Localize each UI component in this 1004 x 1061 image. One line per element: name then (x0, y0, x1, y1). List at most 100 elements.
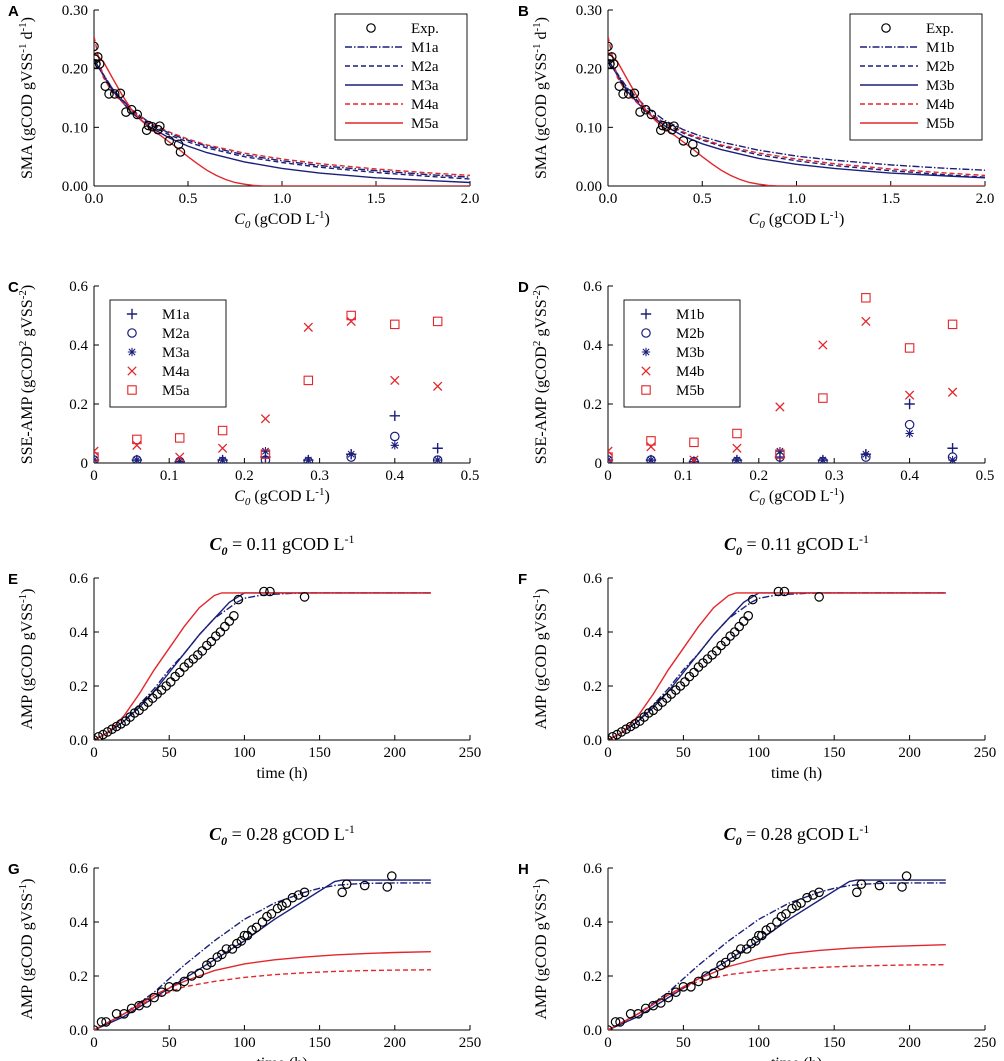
exp-point (257, 917, 268, 927)
exp-point (119, 1008, 129, 1019)
exp-point (224, 616, 235, 626)
marker-m3a (346, 449, 356, 459)
panel-letter: B (518, 3, 529, 20)
y-label-part: gVSS (533, 299, 550, 340)
exp-point (686, 981, 696, 992)
exp-point (669, 121, 679, 131)
marker-m5a (174, 433, 185, 443)
exp-point (608, 59, 619, 69)
y-label-superscript: 2 (531, 341, 543, 347)
series-line-m2b (608, 59, 985, 178)
series-line-m3 (608, 879, 946, 1030)
exp-point (206, 957, 217, 968)
exp-point (708, 968, 719, 979)
legend-label: M4a (411, 97, 439, 113)
y-label-part: AMP (gCOD gVSS (19, 893, 36, 1020)
legend-label: M4b (926, 97, 954, 113)
y-label-part: ) (533, 588, 550, 593)
legend-label: M2a (411, 59, 439, 75)
marker-m5a (390, 319, 400, 330)
x-tick-label: 0.4 (900, 468, 919, 484)
legend-label: M4a (162, 364, 190, 380)
legend: M1b M2b M3b M4b M5b (623, 299, 741, 408)
legend-label: M3b (676, 345, 704, 361)
panel-b: 0.0 0.5 1.0 1.5 2.0 0.00 0.10 0.20 0.30 B C0 (gCOD… (518, 3, 994, 231)
marker-m3b (775, 447, 785, 456)
series-line-m5 (608, 592, 946, 740)
legend-label: M2a (162, 326, 190, 342)
marker-m5a (260, 449, 271, 459)
y-label-part: ) (19, 17, 36, 22)
marker-m5a (303, 375, 314, 386)
legend-marker (127, 328, 137, 338)
exp-point (678, 136, 689, 146)
exp-point (359, 880, 370, 891)
y-label-part: SMA (gCOD gVSS (533, 53, 550, 179)
exp-point (100, 81, 111, 92)
exp-point (808, 890, 818, 900)
exp-point (104, 89, 114, 99)
legend-marker (640, 308, 652, 320)
y-tick-label: 0.4 (69, 915, 88, 931)
legend-label: M5b (676, 383, 704, 399)
x-tick-label: 0.4 (385, 468, 404, 484)
exp-point (738, 616, 749, 626)
x-axis-label: time (h) (256, 1055, 307, 1061)
panel-letter: C (8, 279, 19, 296)
y-tick-label: 0.2 (69, 969, 88, 985)
exp-point (856, 879, 867, 889)
marker-m5b (947, 319, 958, 330)
exp-point (688, 139, 698, 150)
title-superscript: -1 (859, 822, 869, 836)
exp-point (610, 1017, 621, 1027)
marker-m3a (175, 457, 184, 463)
x-label-subscript: 0 (245, 219, 251, 231)
y-tick-label: 0.0 (583, 1023, 602, 1039)
legend-label: M1a (162, 307, 190, 323)
y-tick-label: 0.10 (62, 120, 88, 136)
y-tick-label: 0.20 (62, 62, 88, 78)
marker-m4a (390, 375, 400, 386)
legend-label: M5b (926, 116, 954, 132)
y-tick-label: 0.30 (576, 3, 602, 19)
y-axis-label: AMP (gCOD gVSS-1) (531, 878, 550, 1019)
exp-point (96, 1017, 107, 1027)
y-label-part: ) (19, 285, 36, 290)
y-axis-label: SMA (gCOD gVSS-1 d-1) (531, 17, 550, 179)
y-label-part: ) (533, 878, 550, 883)
marker-m4b (818, 340, 828, 350)
marker-m4b (732, 443, 742, 453)
marker-m4b (775, 402, 785, 412)
exp-point (720, 957, 731, 968)
y-tick-label: 0.00 (576, 179, 602, 195)
y-tick-label: 0.30 (62, 3, 88, 19)
y-axis-label: SSE-AMP (gCOD2 gVSS-2) (17, 285, 36, 464)
marker-m4b (608, 446, 613, 456)
exp-point (233, 594, 244, 605)
legend-label: M5a (411, 116, 439, 132)
series-line-m4 (608, 964, 946, 1030)
y-tick-label: 0.6 (583, 571, 602, 587)
marker-m3a (390, 441, 399, 450)
x-tick-label: 250 (459, 1035, 482, 1051)
marker-m3b (905, 429, 914, 438)
x-label-superscript: -1 (315, 486, 324, 498)
exp-point (897, 882, 907, 892)
marker-m3b (608, 455, 613, 463)
y-label-part: d (19, 32, 36, 44)
marker-m5b (608, 452, 613, 462)
marker-m3b (732, 455, 742, 463)
exp-point (814, 592, 824, 602)
series-group (94, 310, 443, 463)
marker-m4a (260, 414, 271, 424)
title-superscript: -1 (345, 822, 355, 836)
marker-m3a (304, 455, 313, 463)
y-tick-label: 0 (81, 456, 89, 472)
x-tick-label: 50 (676, 745, 691, 761)
x-tick-label: 150 (823, 745, 846, 761)
legend-label: M1b (676, 307, 704, 323)
panel-letter: H (518, 861, 529, 878)
legend-box (109, 299, 227, 408)
